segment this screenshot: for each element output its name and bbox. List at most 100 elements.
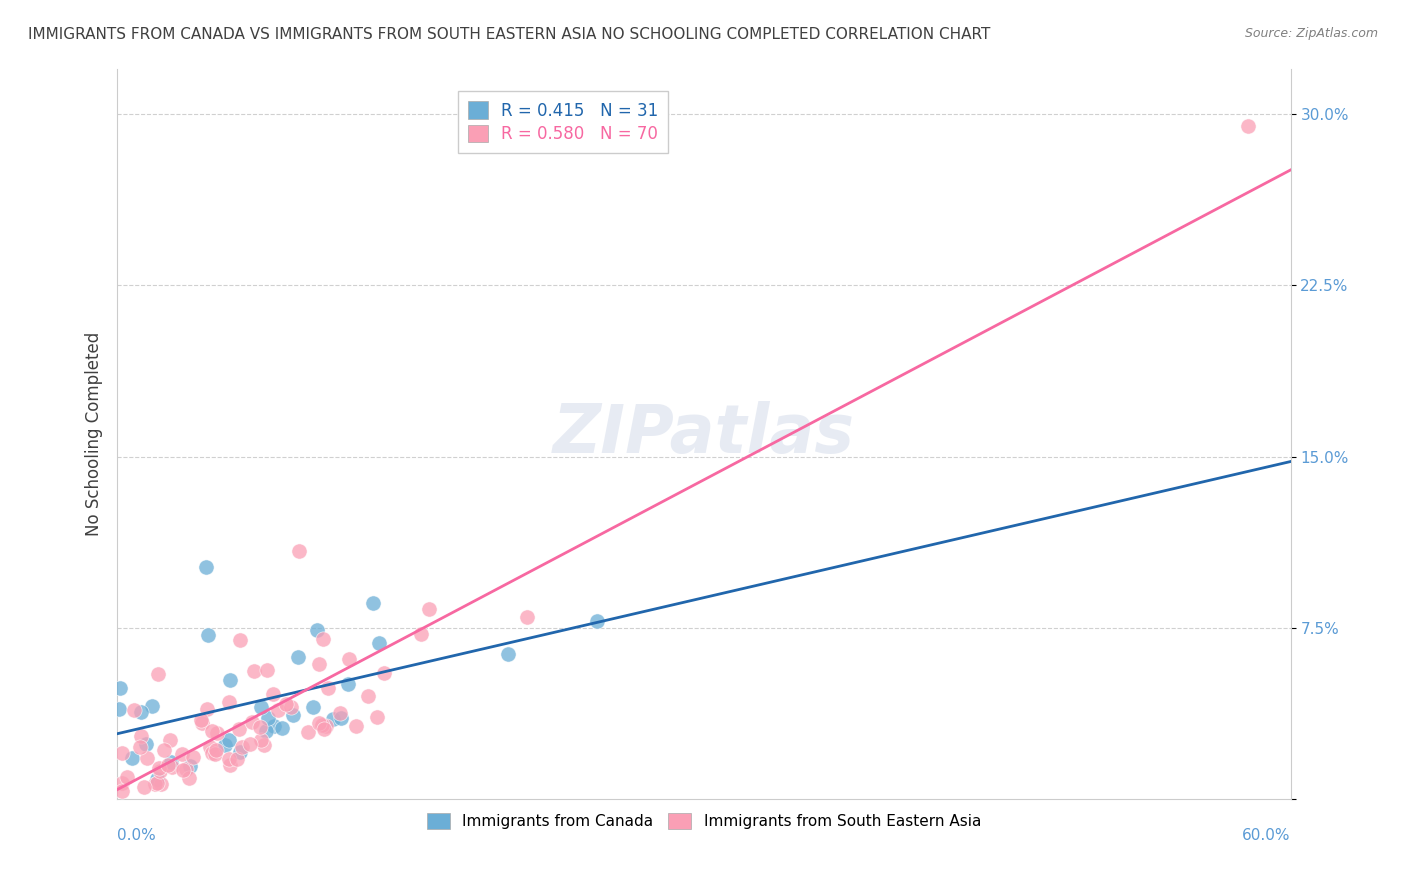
Point <box>356 689 378 703</box>
Point <box>496 647 519 661</box>
Point <box>160 755 183 769</box>
Point <box>267 703 290 717</box>
Point <box>329 706 352 720</box>
Point <box>287 544 309 558</box>
Point <box>153 743 176 757</box>
Point <box>195 702 218 716</box>
Point <box>181 749 204 764</box>
Point <box>111 784 134 798</box>
Point <box>322 712 344 726</box>
Point <box>172 763 194 777</box>
Point <box>115 770 138 784</box>
Point <box>312 723 335 737</box>
Point <box>316 681 339 695</box>
Point <box>337 677 360 691</box>
Point <box>373 665 395 680</box>
Point <box>366 710 388 724</box>
Point <box>312 632 335 647</box>
Point <box>159 732 181 747</box>
Point <box>146 776 169 790</box>
Point <box>190 713 212 727</box>
Point <box>329 711 352 725</box>
Point <box>228 723 250 737</box>
Point <box>250 700 273 714</box>
Point <box>129 705 152 719</box>
Point <box>111 776 134 790</box>
Text: Source: ZipAtlas.com: Source: ZipAtlas.com <box>1244 27 1378 40</box>
Point <box>141 699 163 714</box>
Point <box>219 757 242 772</box>
Point <box>129 740 152 755</box>
Point <box>229 632 252 647</box>
Point <box>311 718 333 732</box>
Point <box>134 780 156 794</box>
Point <box>179 758 201 772</box>
Point <box>214 738 236 752</box>
Point <box>586 614 609 628</box>
Point <box>287 650 309 665</box>
Point <box>149 777 172 791</box>
Point <box>191 716 214 731</box>
Point <box>274 698 297 712</box>
Point <box>302 700 325 714</box>
Point <box>270 721 292 735</box>
Point <box>146 772 169 787</box>
Point <box>253 739 276 753</box>
Point <box>263 719 285 733</box>
Point <box>225 752 247 766</box>
Legend: Immigrants from Canada, Immigrants from South Eastern Asia: Immigrants from Canada, Immigrants from … <box>420 807 987 835</box>
Point <box>131 729 153 743</box>
Point <box>157 758 180 772</box>
Point <box>160 760 183 774</box>
Point <box>516 610 538 624</box>
Point <box>110 681 132 696</box>
Point <box>411 627 433 641</box>
Point <box>205 743 228 757</box>
Point <box>256 711 278 725</box>
Point <box>198 739 221 754</box>
Point <box>108 702 131 716</box>
Point <box>418 601 440 615</box>
Point <box>121 750 143 764</box>
Point <box>1236 119 1258 133</box>
Point <box>218 696 240 710</box>
Point <box>174 762 197 776</box>
Point <box>297 724 319 739</box>
Point <box>172 747 194 761</box>
Point <box>200 746 222 760</box>
Point <box>307 624 329 638</box>
Point <box>201 723 224 738</box>
Text: IMMIGRANTS FROM CANADA VS IMMIGRANTS FROM SOUTH EASTERN ASIA NO SCHOOLING COMPLE: IMMIGRANTS FROM CANADA VS IMMIGRANTS FRO… <box>28 27 990 42</box>
Point <box>228 745 250 759</box>
Point <box>337 652 360 666</box>
Point <box>249 720 271 734</box>
Point <box>308 657 330 672</box>
Point <box>218 732 240 747</box>
Point <box>218 752 240 766</box>
Point <box>135 737 157 751</box>
Point <box>197 628 219 642</box>
Point <box>262 687 284 701</box>
Point <box>195 560 218 574</box>
Point <box>177 771 200 785</box>
Point <box>308 715 330 730</box>
Point <box>146 667 169 681</box>
Point <box>368 636 391 650</box>
Point <box>111 746 134 760</box>
Point <box>250 733 273 747</box>
Point <box>231 740 253 755</box>
Text: ZIPatlas: ZIPatlas <box>553 401 855 467</box>
Point <box>346 719 368 733</box>
Point <box>242 664 264 678</box>
Point <box>143 777 166 791</box>
Point <box>254 723 277 738</box>
Point <box>149 764 172 779</box>
Point <box>148 761 170 775</box>
Y-axis label: No Schooling Completed: No Schooling Completed <box>86 332 103 536</box>
Point <box>315 719 337 733</box>
Point <box>256 664 278 678</box>
Point <box>281 708 304 723</box>
Point <box>280 700 302 714</box>
Text: 60.0%: 60.0% <box>1241 828 1291 843</box>
Text: 0.0%: 0.0% <box>117 828 156 843</box>
